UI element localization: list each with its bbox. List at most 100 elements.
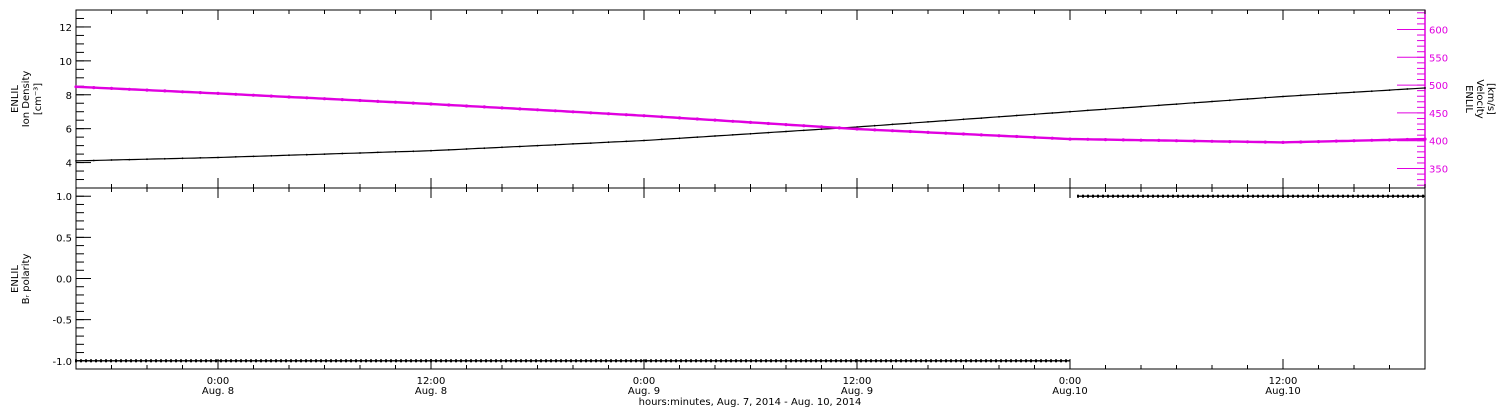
velocity-tick-label: 400: [1429, 137, 1448, 148]
polarity-point: [425, 359, 427, 363]
polarity-point: [890, 359, 892, 363]
polarity-point: [370, 359, 372, 363]
polarity-point: [960, 359, 962, 363]
velocity-point: [1423, 137, 1427, 141]
polarity-point: [1322, 194, 1324, 198]
polarity-point: [1232, 194, 1234, 198]
polarity-point: [315, 359, 317, 363]
velocity-point: [251, 93, 256, 97]
velocity-point: [482, 105, 486, 109]
density-point: [1282, 95, 1284, 98]
velocity-axis: 350 400 450 500 550 600: [1397, 10, 1448, 188]
polarity-point: [270, 359, 272, 363]
density-tick-label: 6: [66, 125, 72, 136]
velocity-point: [1121, 138, 1125, 142]
polarity-point: [420, 359, 422, 363]
polarity-axis-label-line2: Bᵣ polarity: [21, 254, 32, 305]
velocity-point: [766, 121, 770, 126]
polarity-point: [1157, 194, 1159, 198]
polarity-point: [580, 359, 582, 363]
velocity-point: [74, 85, 78, 89]
top-panel: 4 6 8 10 12 350 400 450 500 550 600 ENLIL Ion Den…: [10, 9, 1496, 189]
velocity-point: [624, 113, 628, 117]
polarity-point: [650, 359, 652, 363]
polarity-point: [985, 359, 987, 363]
polarity-point: [440, 359, 442, 363]
density-point: [909, 122, 912, 125]
polarity-point: [1005, 359, 1007, 363]
polarity-point: [685, 359, 687, 363]
polarity-point: [160, 359, 162, 363]
date-tick-label: Aug.10: [1265, 386, 1300, 397]
velocity-point: [979, 133, 983, 137]
polarity-point: [280, 359, 282, 363]
density-point: [891, 123, 894, 126]
velocity-point: [944, 131, 948, 135]
density-point: [572, 143, 574, 145]
polarity-point: [680, 359, 682, 363]
velocity-point: [1245, 140, 1250, 144]
polarity-point: [1267, 194, 1269, 198]
polarity-point: [970, 359, 972, 363]
time-tick-label: 0:00: [1059, 376, 1081, 387]
velocity-point: [109, 86, 114, 90]
polarity-point: [360, 359, 362, 363]
time-axis-title: hours:minutes, Aug. 7, 2014 - Aug. 10, 2…: [639, 397, 862, 408]
density-point: [341, 152, 344, 155]
velocity-point: [340, 98, 344, 102]
polarity-point: [800, 359, 802, 363]
polarity-point: [595, 359, 597, 363]
polarity-point: [850, 359, 852, 363]
polarity-point: [1045, 359, 1047, 363]
polarity-point: [920, 359, 922, 363]
velocity-point: [1370, 138, 1374, 142]
velocity-point: [1050, 136, 1054, 140]
velocity-point: [873, 128, 877, 132]
polarity-point: [1060, 359, 1062, 363]
polarity-point: [925, 359, 927, 363]
polarity-point: [1087, 194, 1089, 198]
polarity-axis: -1.0 -0.5 0.0 0.5 1.0: [52, 187, 91, 370]
polarity-point: [1332, 194, 1334, 198]
density-point: [1175, 103, 1178, 105]
density-point: [625, 140, 628, 143]
polarity-point: [745, 359, 747, 363]
polarity-point: [665, 359, 667, 363]
density-point: [785, 130, 787, 133]
velocity-point: [1174, 139, 1179, 143]
density-axis-label-line2: Ion Density: [21, 71, 32, 128]
polarity-point: [485, 359, 487, 363]
polarity-tick-label: 0.0: [56, 275, 72, 286]
density-point: [714, 135, 716, 137]
density-point: [252, 155, 255, 158]
polarity-point: [980, 359, 982, 363]
polarity-point: [460, 359, 462, 363]
polarity-point: [1050, 359, 1052, 363]
density-point: [1015, 114, 1018, 117]
velocity-point: [589, 111, 593, 115]
velocity-tick-label: 550: [1429, 53, 1448, 64]
velocity-point: [376, 99, 380, 103]
velocity-point: [748, 120, 753, 124]
polarity-point: [210, 359, 212, 363]
density-point: [927, 121, 929, 123]
polarity-point: [730, 359, 732, 363]
polarity-point: [1122, 194, 1124, 198]
density-point: [1069, 110, 1071, 113]
polarity-point: [125, 359, 127, 363]
velocity-point: [1157, 138, 1161, 142]
density-point: [412, 150, 415, 153]
polarity-point: [1277, 194, 1279, 198]
bottom-panel: -1.0 -0.5 0.0 0.5 1.0 ENLIL Bᵣ polarity: [10, 187, 1426, 370]
polarity-point: [875, 359, 877, 363]
density-point: [128, 158, 131, 161]
polarity-point: [1025, 359, 1027, 363]
polarity-point: [825, 359, 827, 363]
density-point: [305, 153, 308, 156]
top-panel-frame: [75, 9, 1426, 189]
polarity-point: [1077, 194, 1079, 198]
polarity-point: [110, 359, 112, 363]
polarity-point: [590, 359, 592, 363]
date-tick-label: Aug.10: [1052, 386, 1087, 397]
